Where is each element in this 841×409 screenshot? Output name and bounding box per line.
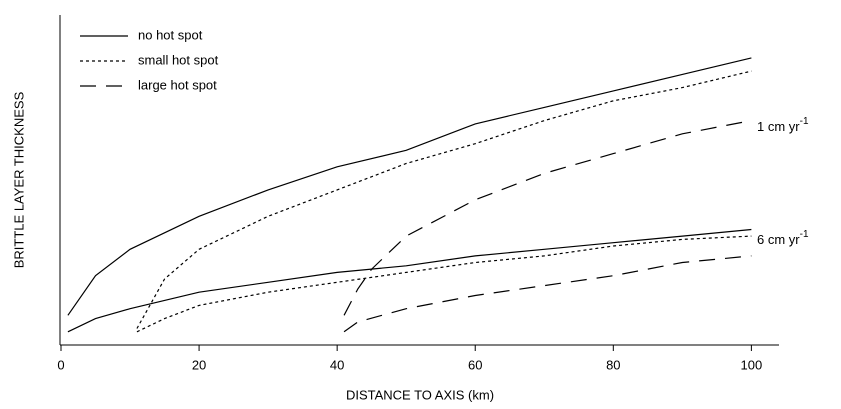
x-tick-label: 0 xyxy=(57,357,64,372)
annotation-sup: -1 xyxy=(800,116,809,127)
legend-label: large hot spot xyxy=(138,77,217,92)
annotation-text: 6 cm yr xyxy=(757,232,800,247)
line xyxy=(136,70,752,329)
legend-label: small hot spot xyxy=(138,52,219,67)
x-tick-label: 40 xyxy=(330,357,344,372)
x-axis-label: DISTANCE TO AXIS (km) xyxy=(346,387,494,402)
annotation-sup: -1 xyxy=(800,229,809,240)
y-axis-label: BRITTLE LAYER THICKNESS xyxy=(11,91,26,268)
legend-label: no hot spot xyxy=(138,27,203,42)
line xyxy=(343,255,752,333)
x-tick-label: 100 xyxy=(741,357,763,372)
line xyxy=(67,57,752,316)
annotation: 1 cm yr-1 xyxy=(757,116,809,135)
x-tick-label: 20 xyxy=(192,357,206,372)
annotation-text: 1 cm yr xyxy=(757,119,800,134)
line xyxy=(343,120,752,316)
line xyxy=(136,235,752,333)
line xyxy=(67,228,752,333)
x-tick-label: 60 xyxy=(468,357,482,372)
annotation: 6 cm yr-1 xyxy=(757,229,809,248)
x-tick-label: 80 xyxy=(606,357,620,372)
